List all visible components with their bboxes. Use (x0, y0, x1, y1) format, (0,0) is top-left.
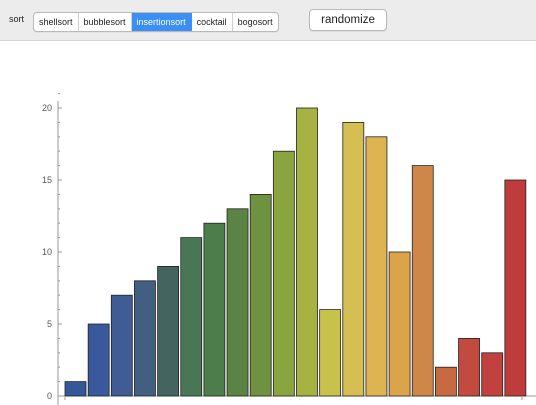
sort-option-shellsort[interactable]: shellsort (34, 13, 79, 31)
y-tick-label: 10 (42, 247, 52, 257)
bar (434, 366, 457, 397)
sort-selector: shellsort bubblesort insertionsort cockt… (33, 12, 279, 32)
bar (134, 280, 156, 397)
bar (365, 136, 388, 397)
bar (203, 222, 226, 397)
bar (272, 150, 295, 397)
chart-panel: 0 5 10 15 20 (0, 40, 536, 405)
bar (87, 323, 110, 397)
bar (458, 337, 480, 397)
y-tick-label: 0 (47, 391, 52, 401)
bar (249, 193, 272, 397)
sort-option-insertionsort[interactable]: insertionsort (131, 13, 192, 31)
bar (411, 165, 434, 397)
bar (504, 179, 527, 397)
bar (157, 265, 180, 397)
y-tick-label: 20 (42, 103, 52, 113)
y-tick-label: 5 (47, 319, 52, 329)
bar (319, 309, 342, 397)
sort-label: sort (9, 14, 25, 24)
bar (296, 107, 318, 397)
randomize-button[interactable]: randomize (309, 9, 387, 31)
bar (226, 208, 249, 397)
bar-chart: 0 5 10 15 20 (42, 93, 536, 405)
toolbar: sort shellsort bubblesort insertionsort … (0, 0, 536, 40)
bar (64, 381, 87, 397)
bar (180, 237, 203, 397)
bar (481, 352, 504, 397)
sort-option-bogosort[interactable]: bogosort (237, 17, 273, 27)
sort-option-cocktail[interactable]: cocktail (192, 13, 233, 31)
bar (388, 251, 411, 397)
bar (110, 294, 133, 397)
y-tick-label: 15 (42, 175, 52, 185)
sort-option-bubblesort[interactable]: bubblesort (79, 13, 132, 31)
bar (342, 122, 365, 397)
